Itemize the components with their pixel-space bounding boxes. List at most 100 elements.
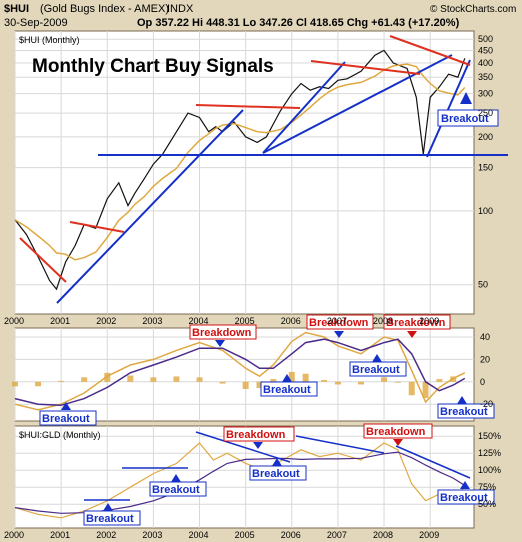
ratio-x-tick-label: 2002	[96, 530, 116, 540]
symbol-label: $HUI	[4, 3, 29, 15]
macd-breakdown-2-box	[306, 314, 374, 330]
ratio-x-tick-label: 2005	[235, 530, 255, 540]
ratio-y-tick-label: 50%	[478, 499, 496, 509]
price-y-tick-label: 500	[478, 34, 493, 44]
macd-breakdown-1-label: Breakdown	[192, 327, 252, 339]
macd-y-tick-label: 20	[480, 354, 490, 364]
ratio-breakout-2-arrow	[171, 474, 181, 482]
macd-y-tick-label: -20	[480, 399, 493, 409]
price-breakout-arrow	[460, 92, 472, 104]
macd-histogram-bar	[381, 377, 388, 382]
macd-histogram-bar	[196, 377, 203, 382]
macd-histogram-bar	[256, 381, 263, 389]
macd-histogram-bar	[81, 377, 88, 382]
price-moving-average	[14, 63, 466, 261]
macd-histogram-bar	[150, 377, 157, 382]
price-x-tick-label: 2001	[50, 316, 70, 326]
ratio-y-axis: 50% 75% 100% 125% 150%	[478, 431, 501, 509]
macd-histogram-bar	[219, 381, 226, 384]
price-panel-label: $HUI (Monthly)	[19, 35, 80, 45]
price-y-tick-label: 300	[478, 89, 493, 99]
ratio-breakdown-callout-2: Breakdown	[363, 423, 433, 446]
macd-breakdown-3-box	[383, 314, 451, 330]
ratio-breakout-4-label: Breakout	[440, 492, 488, 504]
macd-histogram-bar	[242, 381, 249, 389]
ratio-breakout-callout-2: Breakout	[149, 474, 207, 497]
macd-histogram-bar	[394, 381, 401, 383]
macd-breakout-3-box	[349, 361, 407, 377]
ratio-breakout-3-arrow	[272, 458, 282, 466]
macd-y-tick-label: 0	[480, 377, 485, 387]
macd-breakout-1-box	[39, 410, 97, 426]
ratio-breakdown-2-arrow	[393, 439, 403, 446]
price-x-tick-label: 2006	[281, 316, 301, 326]
ratio-breakdown-2-box	[363, 423, 433, 439]
macd-breakout-callout-2: Breakout	[260, 374, 318, 397]
price-trendlines	[19, 35, 508, 304]
price-y-tick-label: 100	[478, 206, 493, 216]
ratio-x-tick-label: 2008	[373, 530, 393, 540]
macd-histogram-bar	[270, 379, 277, 382]
macd-breakdown-3-arrow	[407, 331, 417, 338]
ratio-breakout-callout-3: Breakout	[249, 458, 307, 481]
ratio-x-tick-label: 2009	[419, 530, 439, 540]
price-y-tick-label: 250	[478, 108, 493, 118]
chart-title: Monthly Chart Buy Signals	[32, 56, 274, 77]
macd-histogram-bar	[173, 376, 180, 382]
price-x-tick-label: 2004	[189, 316, 209, 326]
exchange-label: INDX	[167, 3, 194, 15]
macd-breakout-2-box	[260, 381, 318, 397]
macd-histogram-bar	[12, 381, 18, 387]
macd-histogram-bar	[321, 379, 328, 382]
price-x-tick-label: 2002	[96, 316, 116, 326]
macd-breakout-3-label: Breakout	[352, 364, 400, 376]
macd-line	[14, 331, 466, 411]
ratio-breakdown-callout-1: Breakdown	[223, 426, 295, 449]
macd-breakout-callout-3: Breakout	[349, 354, 407, 377]
macd-breakout-2-label: Breakout	[263, 384, 311, 396]
macd-y-tick-label: 40	[480, 332, 490, 342]
ratio-breakout-1-arrow	[103, 503, 113, 511]
downtrend-line-1	[19, 237, 67, 283]
uptrend-line-4	[426, 59, 471, 158]
ratio-breakout-2-box	[149, 481, 207, 497]
macd-breakout-2-arrow	[282, 374, 292, 382]
macd-breakout-4-label: Breakout	[440, 406, 488, 418]
uptrend-line-2	[262, 61, 346, 154]
ratio-x-tick-label: 2006	[281, 530, 301, 540]
price-x-tick-label: 2005	[235, 316, 255, 326]
index-name-label: (Gold Bugs Index - AMEX)	[40, 3, 169, 15]
macd-histogram-bar	[422, 381, 429, 398]
ratio-breakout-3-label: Breakout	[252, 468, 300, 480]
macd-y-axis: -20 0 20 40	[480, 332, 493, 409]
macd-histogram-bar	[408, 381, 415, 396]
price-breakout-label: Breakout	[441, 113, 489, 125]
ratio-breakdown-1-label: Breakdown	[226, 429, 286, 441]
ratio-breakout-1-label: Breakout	[86, 513, 134, 525]
macd-breakout-4-box	[437, 403, 495, 419]
macd-histogram-bar	[334, 381, 341, 385]
ratio-y-tick-label: 100%	[478, 465, 501, 475]
ratio-breakout-3-box	[249, 465, 307, 481]
price-y-tick-label: 50	[478, 280, 488, 290]
macd-breakout-callout-1: Breakout	[39, 402, 97, 426]
price-x-tick-label: 2007	[327, 316, 347, 326]
macd-histogram-bar	[302, 373, 309, 382]
ratio-breakout-4-arrow	[460, 481, 470, 489]
macd-breakout-1-arrow	[61, 402, 71, 410]
macd-breakout-1-label: Breakout	[42, 413, 90, 425]
ratio-y-tick-label: 150%	[478, 431, 501, 441]
ratio-breakout-callout-1: Breakout	[83, 503, 141, 526]
uptrend-line-3	[262, 54, 453, 154]
ratio-line-4	[295, 435, 385, 454]
ratio-breakdown-2-label: Breakdown	[366, 426, 426, 438]
ratio-x-tick-label: 2000	[4, 530, 24, 540]
macd-histogram-bar	[357, 381, 364, 385]
ratio-y-tick-label: 125%	[478, 448, 501, 458]
macd-histogram-bar	[58, 380, 65, 382]
ratio-breakout-4-box	[437, 489, 495, 505]
macd-histogram-bar	[436, 379, 443, 382]
ratio-x-tick-label: 2004	[189, 530, 209, 540]
